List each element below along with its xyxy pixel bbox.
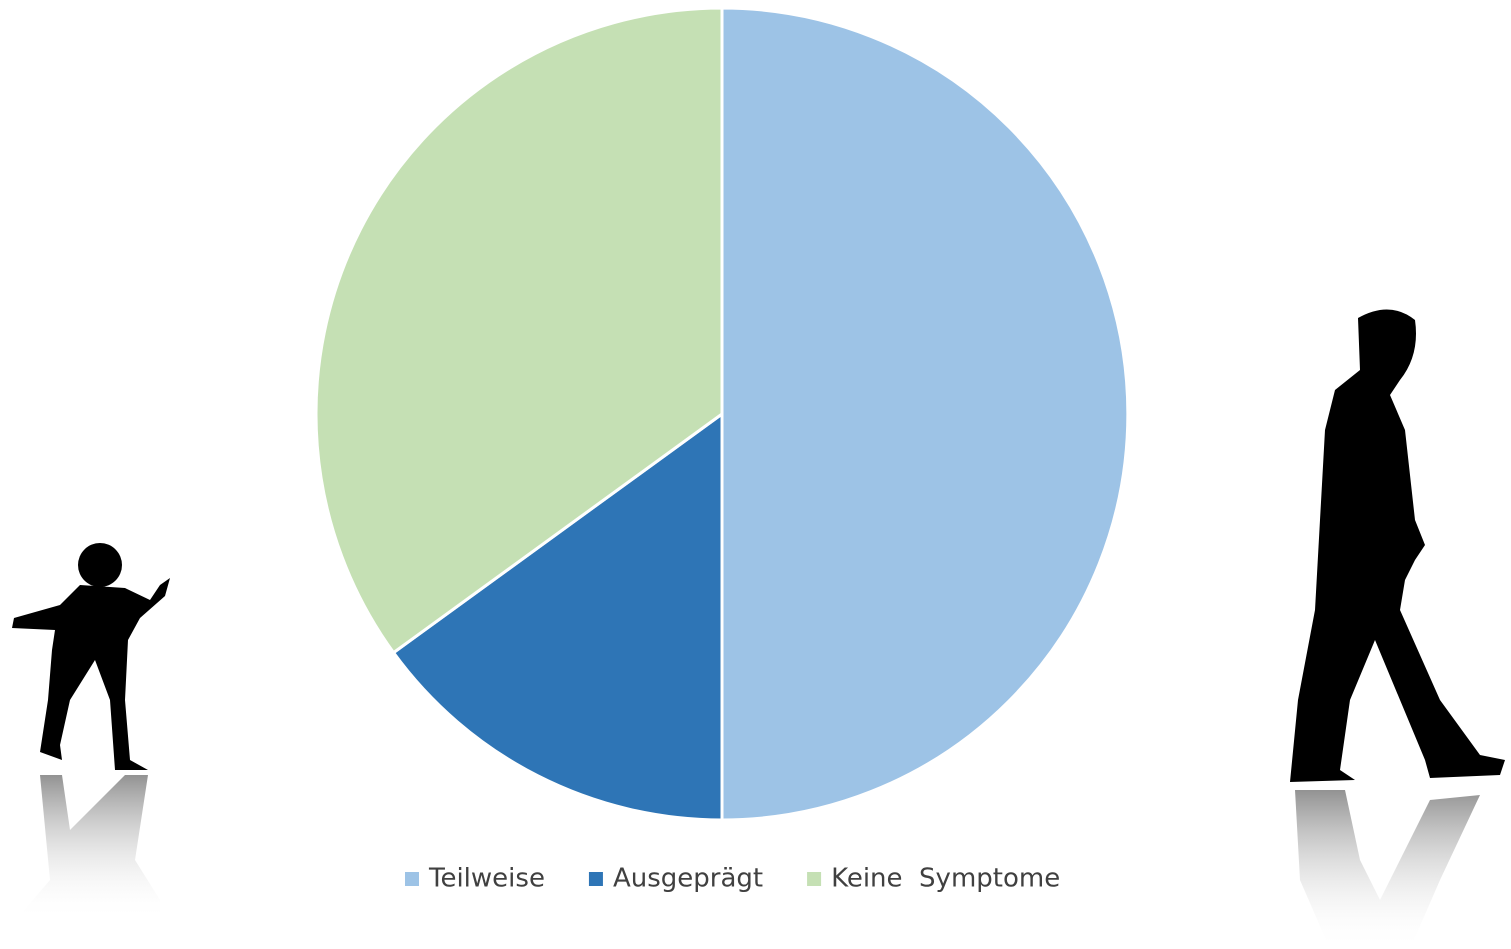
pie: [314, 6, 1130, 822]
legend-swatch: [588, 872, 603, 886]
pie-slice: [391, 411, 724, 822]
child-silhouette: [12, 543, 170, 920]
legend-label: Keine Symptome: [831, 864, 1060, 894]
pie-slice: [720, 6, 1130, 822]
legend-swatch: [405, 872, 419, 886]
man-silhouette: [1290, 309, 1505, 949]
pie-slice: [314, 6, 724, 655]
legend: Teilweise Ausgeprägt Keine Symptome: [405, 864, 1060, 894]
legend-swatch: [807, 872, 822, 886]
legend-label: Teilweise: [428, 864, 545, 894]
legend-label: Ausgeprägt: [613, 864, 763, 894]
